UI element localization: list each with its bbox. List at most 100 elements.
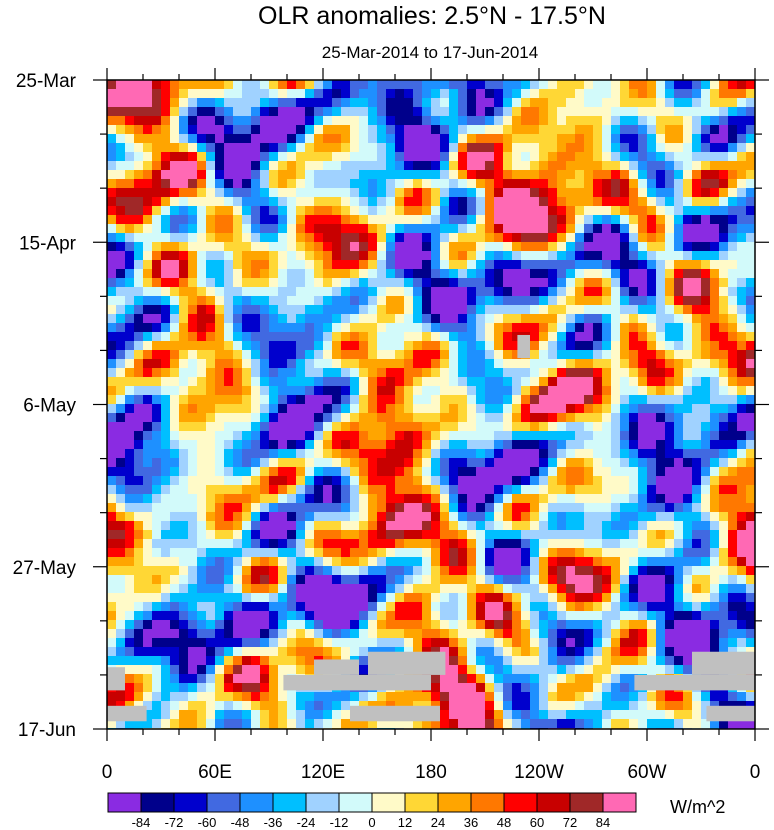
field-cell (188, 413, 198, 423)
field-cell (314, 467, 324, 477)
field-cell (296, 431, 306, 441)
field-cell (521, 602, 531, 612)
field-cell (323, 287, 333, 297)
field-cell (269, 134, 279, 144)
field-cell (638, 107, 648, 117)
field-cell (440, 611, 450, 621)
field-cell (665, 89, 675, 99)
field-cell (566, 629, 576, 639)
field-cell (287, 692, 297, 702)
field-cell (350, 440, 360, 450)
field-cell (557, 575, 567, 585)
field-cell (611, 179, 621, 189)
field-cell (512, 476, 522, 486)
field-cell (197, 449, 207, 459)
field-cell (521, 377, 531, 387)
field-cell (647, 656, 657, 666)
field-cell (314, 107, 324, 117)
field-cell (674, 89, 684, 99)
field-cell (260, 341, 270, 351)
field-cell (548, 440, 558, 450)
field-cell (728, 584, 738, 594)
field-cell (710, 620, 720, 630)
field-cell (161, 602, 171, 612)
field-cell (404, 566, 414, 576)
field-cell (422, 548, 432, 558)
field-cell (584, 566, 594, 576)
field-cell (359, 449, 369, 459)
field-cell (476, 323, 486, 333)
field-cell (485, 134, 495, 144)
field-cell (404, 287, 414, 297)
field-cell (719, 530, 729, 540)
field-cell (719, 206, 729, 216)
field-cell (467, 386, 477, 396)
field-cell (638, 395, 648, 405)
field-cell (305, 620, 315, 630)
field-cell (260, 512, 270, 522)
field-cell (602, 224, 612, 234)
field-cell (116, 305, 126, 315)
field-cell (539, 233, 549, 243)
field-cell (440, 566, 450, 576)
field-cell (314, 413, 324, 423)
field-cell (341, 557, 351, 567)
field-cell (431, 107, 441, 117)
field-cell (458, 269, 468, 279)
field-cell (647, 89, 657, 99)
field-cell (521, 278, 531, 288)
field-cell (584, 350, 594, 360)
field-cell (665, 593, 675, 603)
field-cell (440, 476, 450, 486)
field-cell (179, 188, 189, 198)
field-cell (323, 260, 333, 270)
field-cell (719, 602, 729, 612)
field-cell (503, 350, 513, 360)
field-cell (278, 674, 288, 684)
field-cell (737, 512, 747, 522)
field-cell (584, 89, 594, 99)
field-cell (170, 98, 180, 108)
field-cell (350, 413, 360, 423)
field-cell (251, 125, 261, 135)
field-cell (602, 278, 612, 288)
field-cell (458, 134, 468, 144)
field-cell (665, 341, 675, 351)
field-cell (305, 440, 315, 450)
field-cell (566, 125, 576, 135)
field-cell (674, 170, 684, 180)
field-cell (548, 368, 558, 378)
field-cell (620, 638, 630, 648)
field-cell (584, 179, 594, 189)
field-cell (692, 386, 702, 396)
field-cell (449, 341, 459, 351)
field-cell (278, 575, 288, 585)
field-cell (638, 638, 648, 648)
field-cell (143, 638, 153, 648)
field-cell (575, 152, 585, 162)
field-cell (143, 431, 153, 441)
field-cell (278, 98, 288, 108)
field-cell (341, 143, 351, 153)
field-cell (458, 413, 468, 423)
field-cell (692, 449, 702, 459)
field-cell (161, 116, 171, 126)
field-cell (422, 107, 432, 117)
field-cell (674, 539, 684, 549)
field-cell (224, 314, 234, 324)
field-cell (224, 89, 234, 99)
field-cell (647, 476, 657, 486)
field-cell (566, 620, 576, 630)
field-cell (170, 323, 180, 333)
field-cell (152, 260, 162, 270)
field-cell (179, 215, 189, 225)
field-cell (314, 602, 324, 612)
field-cell (395, 197, 405, 207)
field-cell (287, 458, 297, 468)
field-cell (485, 152, 495, 162)
field-cell (359, 206, 369, 216)
field-cell (485, 521, 495, 531)
field-cell (647, 107, 657, 117)
field-cell (503, 404, 513, 414)
field-cell (134, 107, 144, 117)
